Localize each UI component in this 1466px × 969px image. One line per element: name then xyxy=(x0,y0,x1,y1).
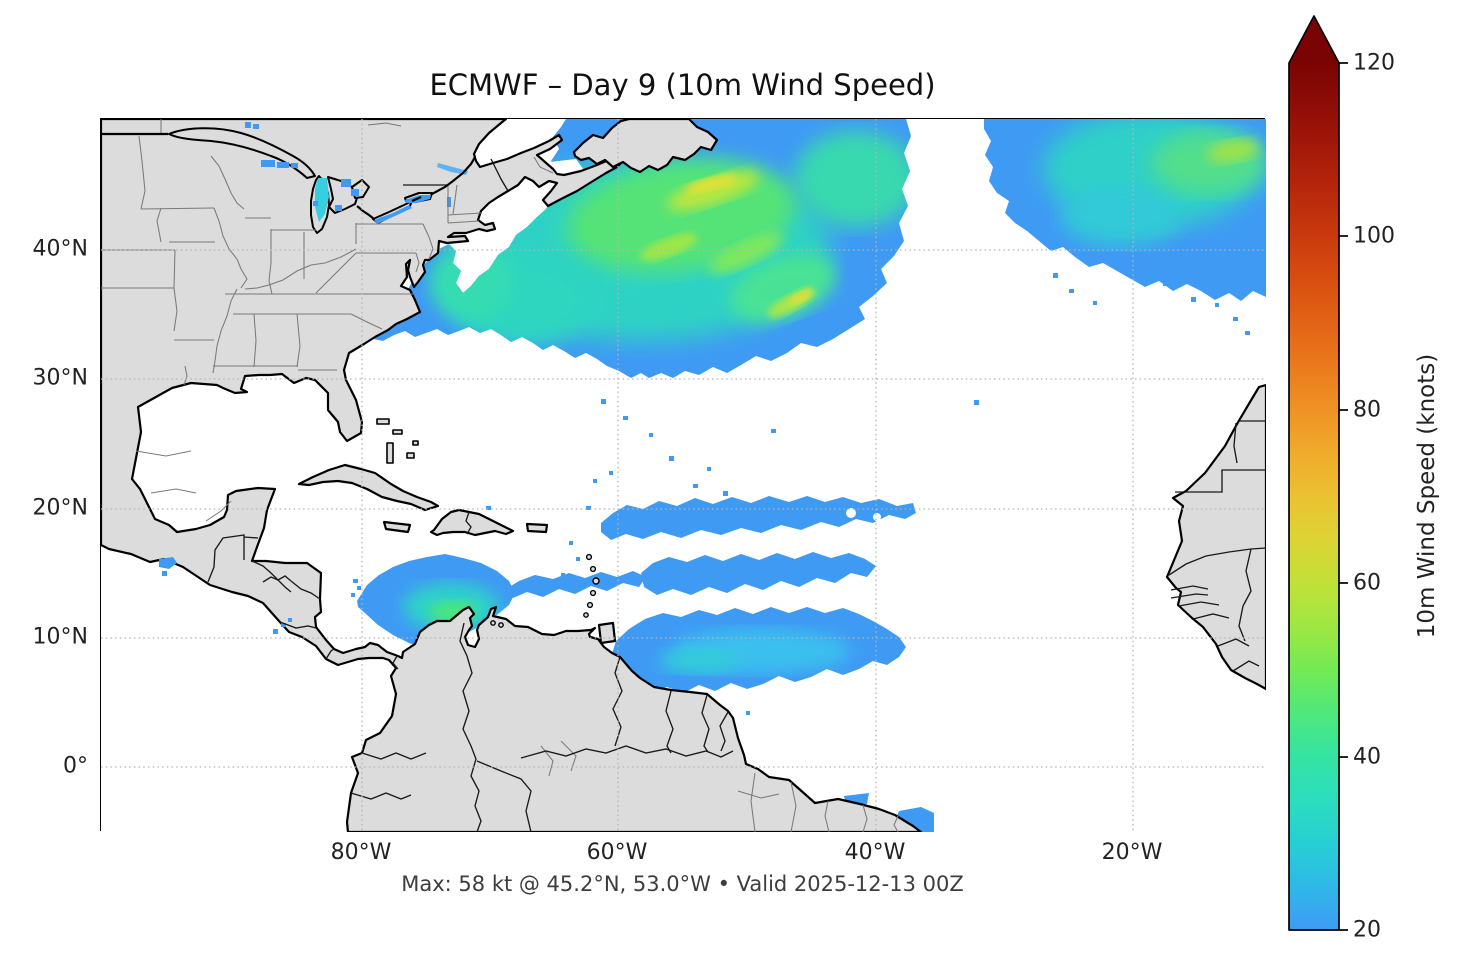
island-trinidad xyxy=(597,621,617,645)
island-newfoundland xyxy=(572,119,719,174)
chart-title: ECMWF – Day 9 (10m Wind Speed) xyxy=(429,68,936,102)
us-canada-border xyxy=(101,132,476,220)
lat-tick-10n: 10°N xyxy=(32,624,88,650)
country-borders xyxy=(207,158,1266,832)
island-jamaica xyxy=(382,520,412,534)
cbar-tick-120: 120 xyxy=(1353,50,1395,76)
islands-lesser-antilles xyxy=(490,553,600,628)
lon-tick-40w: 40°W xyxy=(844,840,906,865)
wind-field-northeast-atlantic xyxy=(984,119,1266,301)
lat-tick-0: 0° xyxy=(63,753,88,779)
island-puerto-rico xyxy=(525,522,549,534)
wind-band-14n xyxy=(641,552,876,595)
islands-bahamas xyxy=(376,418,419,464)
island-hispaniola xyxy=(429,508,515,537)
map-plot-area xyxy=(100,118,1266,832)
cbar-tick-20: 20 xyxy=(1353,917,1381,943)
lat-tick-40n: 40°N xyxy=(32,236,88,262)
cbar-tick-40: 40 xyxy=(1353,744,1381,770)
island-cuba xyxy=(297,463,440,512)
colorbar-tick-marks xyxy=(1339,62,1348,931)
gridlines xyxy=(101,119,1266,832)
lon-tick-80w: 80°W xyxy=(330,840,392,865)
max-and-valid-caption: Max: 58 kt @ 45.2°N, 53.0°W • Valid 2025… xyxy=(401,872,964,896)
wind-speckles xyxy=(351,259,1263,715)
colorbar-gradient-bar xyxy=(1288,15,1340,931)
lat-tick-30n: 30°N xyxy=(32,365,88,391)
cbar-tick-60: 60 xyxy=(1353,570,1381,596)
landmass-americas xyxy=(101,119,923,832)
lake-superior xyxy=(168,127,316,179)
cbar-tick-80: 80 xyxy=(1353,397,1381,423)
lat-tick-20n: 20°N xyxy=(32,495,88,521)
lon-tick-60w: 60°W xyxy=(586,840,648,865)
colorbar-axis-label: 10m Wind Speed (knots) xyxy=(1414,353,1440,639)
wind-band-17n xyxy=(601,496,916,540)
state-borders xyxy=(101,119,899,832)
colorbar xyxy=(1288,15,1348,931)
cbar-tick-100: 100 xyxy=(1353,223,1395,249)
map-svg xyxy=(101,119,1266,832)
lon-tick-20w: 20°W xyxy=(1101,840,1163,865)
